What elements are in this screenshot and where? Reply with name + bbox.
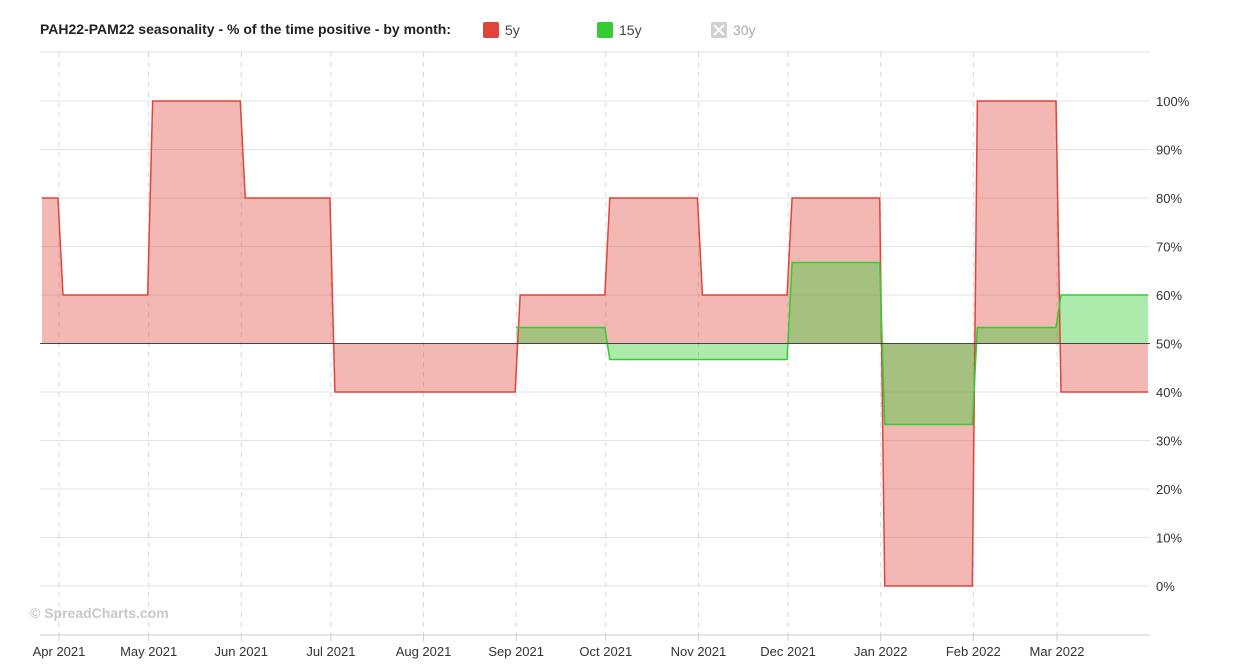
legend-swatch-5y xyxy=(483,22,499,38)
x-tick-label: Nov 2021 xyxy=(671,644,727,659)
y-tick-label: 90% xyxy=(1156,143,1182,158)
legend-item-15y[interactable]: 15y xyxy=(597,21,642,39)
legend-item-30y[interactable]: 30y xyxy=(711,21,756,39)
x-tick-label: Dec 2021 xyxy=(760,644,816,659)
x-tick-label: Jul 2021 xyxy=(306,644,355,659)
axes: 0% 10% 20% 30% 40% 50% 60% 70% 80% 90% 100% Apr 202… xyxy=(33,94,1190,659)
legend-label-15y: 15y xyxy=(619,22,642,38)
y-tick-label: 0% xyxy=(1156,579,1175,594)
line-15y xyxy=(516,261,1148,426)
legend-swatch-15y xyxy=(597,22,613,38)
x-tick-label: Sep 2021 xyxy=(488,644,544,659)
line-5y xyxy=(42,100,1148,587)
x-tick-label: Mar 2022 xyxy=(1030,644,1085,659)
y-tick-label: 80% xyxy=(1156,191,1182,206)
x-tick-label: Oct 2021 xyxy=(579,644,632,659)
legend-item-5y[interactable]: 5y xyxy=(483,21,520,39)
watermark: © SpreadCharts.com xyxy=(30,605,169,621)
x-tick-label: Feb 2022 xyxy=(946,644,1001,659)
legend-label-5y: 5y xyxy=(505,22,520,38)
chart-header: PAH22-PAM22 seasonality - % of the time … xyxy=(0,0,1234,52)
chart-title: PAH22-PAM22 seasonality - % of the time … xyxy=(40,21,451,37)
x-tick-label: Jan 2022 xyxy=(854,644,908,659)
y-tick-label: 10% xyxy=(1156,531,1182,546)
series-lines xyxy=(40,100,1150,587)
y-tick-label: 60% xyxy=(1156,288,1182,303)
y-tick-label: 20% xyxy=(1156,482,1182,497)
y-tick-label: 70% xyxy=(1156,240,1182,255)
x-tick-label: Apr 2021 xyxy=(33,644,86,659)
x-tick-label: May 2021 xyxy=(120,644,177,659)
legend-disabled-icon xyxy=(711,22,727,38)
x-tick-label: Jun 2021 xyxy=(215,644,269,659)
y-tick-label: 100% xyxy=(1156,94,1190,109)
y-tick-label: 30% xyxy=(1156,434,1182,449)
legend-label-30y: 30y xyxy=(733,22,756,38)
x-tick-label: Aug 2021 xyxy=(396,644,452,659)
y-tick-label: 50% xyxy=(1156,337,1182,352)
y-tick-label: 40% xyxy=(1156,385,1182,400)
